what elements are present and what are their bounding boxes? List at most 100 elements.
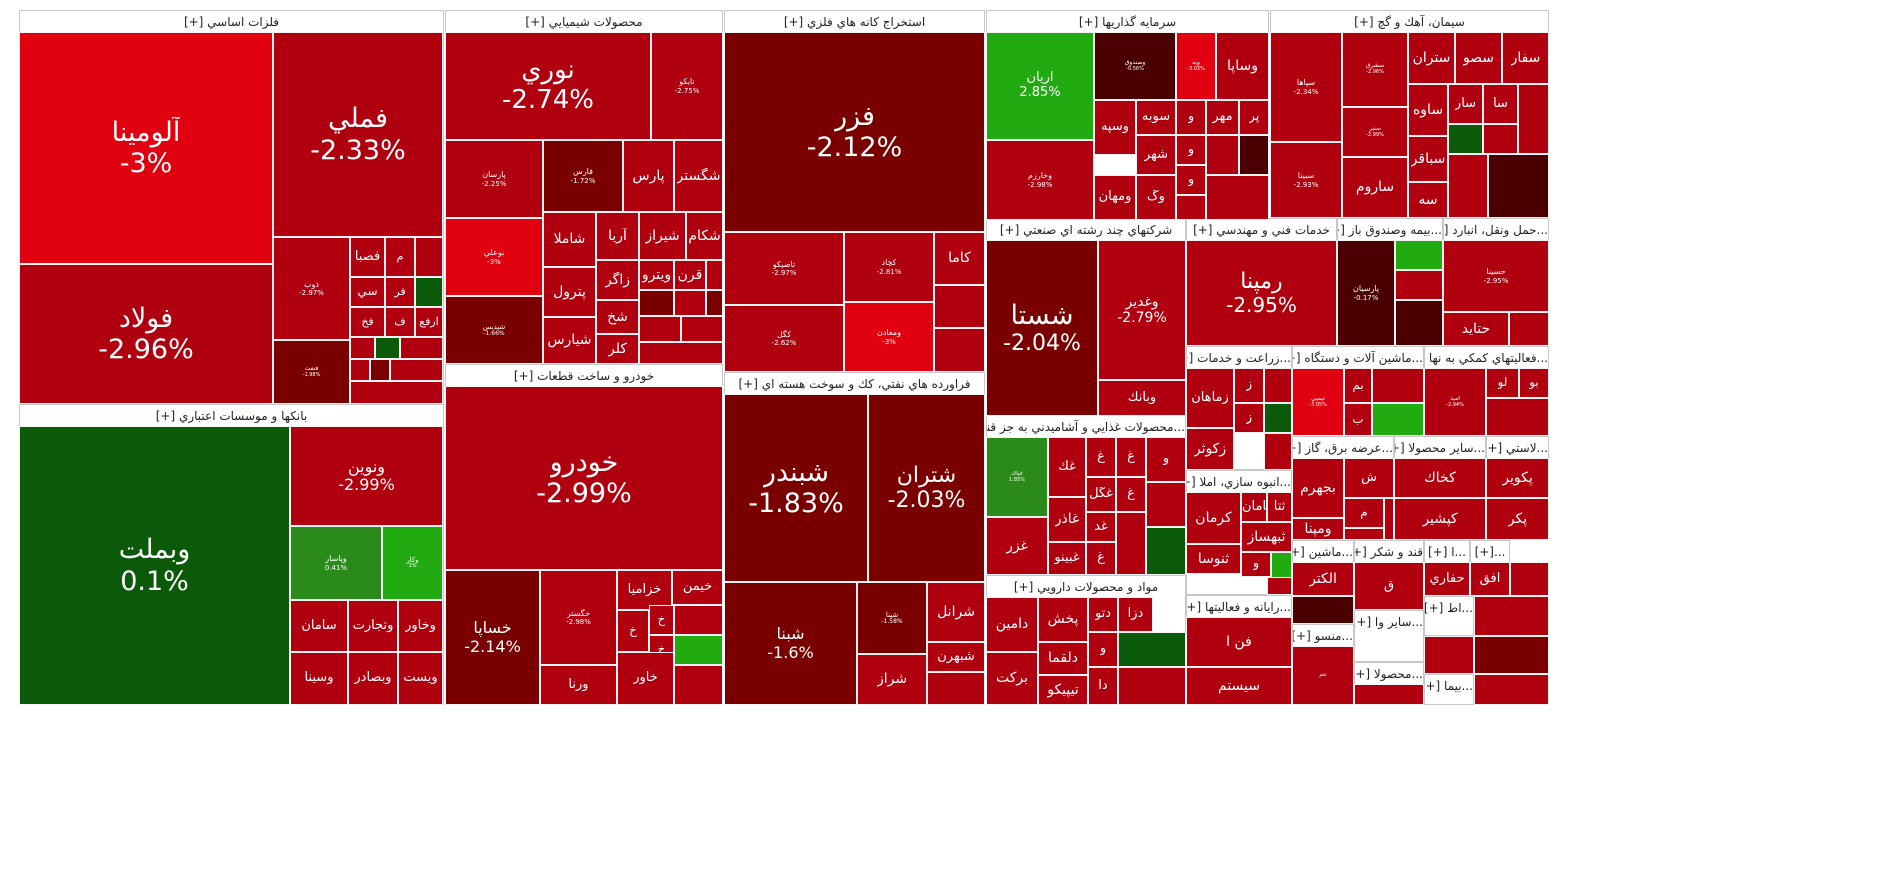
stock-tile[interactable]: پخش: [1038, 597, 1088, 642]
stock-tile[interactable]: قرن: [674, 260, 706, 290]
sector-header[interactable]: ...[+]: [1474, 545, 1506, 559]
stock-tile[interactable]: وسپه: [1094, 100, 1136, 155]
treemap-cell-unlabeled[interactable]: [1448, 124, 1483, 154]
treemap-cell-unlabeled[interactable]: [1344, 528, 1384, 540]
stock-tile[interactable]: خ: [617, 610, 649, 652]
stock-tile[interactable]: دامين: [986, 597, 1038, 652]
stock-tile[interactable]: بم: [1344, 368, 1372, 403]
stock-tile[interactable]: دلقما: [1038, 642, 1088, 675]
sector-header[interactable]: ...منسو [+]: [1293, 629, 1353, 643]
stock-tile[interactable]: فزر -2.12%: [724, 32, 985, 232]
stock-tile[interactable]: پر: [1239, 100, 1269, 135]
sector-header[interactable]: ...ساير وا [+]: [1355, 615, 1423, 629]
stock-tile[interactable]: آلومينا -3%: [19, 32, 273, 264]
stock-tile[interactable]: وخاور: [398, 600, 443, 652]
treemap-cell-unlabeled[interactable]: [400, 337, 443, 359]
stock-tile[interactable]: فنفت -1.98%: [273, 340, 350, 404]
stock-tile[interactable]: ذوب -2.97%: [273, 237, 350, 340]
treemap-cell-unlabeled[interactable]: [415, 277, 443, 307]
stock-tile[interactable]: شرانل: [927, 582, 985, 642]
stock-tile[interactable]: شيارس: [543, 317, 596, 364]
sector-header[interactable]: ...فعاليتهاي كمكي به نها [+]: [1425, 351, 1548, 365]
stock-tile[interactable]: لو: [1486, 368, 1519, 398]
treemap-cell-unlabeled[interactable]: [1292, 596, 1354, 624]
stock-tile[interactable]: حسينا -2.95%: [1443, 240, 1549, 312]
stock-tile[interactable]: كگل -2.62%: [724, 305, 844, 372]
stock-tile[interactable]: ساروم: [1342, 157, 1408, 218]
stock-tile[interactable]: ثتا: [1267, 492, 1292, 522]
stock-tile[interactable]: ومعادن -3%: [844, 302, 934, 372]
sector-header[interactable]: ...حمل ونقل، انبارد [+]: [1444, 223, 1548, 237]
stock-tile[interactable]: خيمن: [672, 570, 723, 605]
stock-tile[interactable]: پكوير: [1486, 458, 1549, 498]
treemap-cell-unlabeled[interactable]: [1239, 135, 1269, 175]
stock-tile[interactable]: وتجارت: [348, 600, 398, 652]
stock-tile[interactable]: دا: [1088, 667, 1118, 705]
stock-tile[interactable]: و: [1146, 437, 1186, 482]
treemap-cell-unlabeled[interactable]: [1146, 527, 1186, 575]
sector-header[interactable]: خدمات فني و مهندسي [+]: [1193, 223, 1330, 237]
treemap-cell-unlabeled[interactable]: [1486, 398, 1549, 436]
stock-tile[interactable]: شگستر: [674, 140, 723, 212]
stock-tile[interactable]: كلر: [596, 334, 639, 364]
treemap-cell-unlabeled[interactable]: [1118, 667, 1186, 705]
stock-tile[interactable]: و: [1176, 135, 1206, 165]
stock-tile[interactable]: وخارزم -2.98%: [986, 140, 1094, 220]
treemap-cell-unlabeled[interactable]: [927, 672, 985, 705]
stock-tile[interactable]: آريان 2.85%: [986, 32, 1094, 140]
stock-tile[interactable]: زكوثر: [1186, 428, 1234, 470]
stock-tile[interactable]: سنير -2.99%: [1342, 107, 1408, 157]
sector-header[interactable]: سرمايه گذاريها [+]: [1078, 15, 1177, 29]
stock-tile[interactable]: بركت: [986, 652, 1038, 705]
stock-tile[interactable]: سباقر: [1408, 136, 1448, 182]
stock-tile[interactable]: سپاها -2.34%: [1270, 32, 1342, 142]
treemap-cell-unlabeled[interactable]: [674, 290, 706, 316]
stock-tile[interactable]: ب: [1344, 403, 1372, 436]
stock-tile[interactable]: ومهان: [1094, 175, 1136, 220]
stock-tile[interactable]: نايكو -2.75%: [651, 32, 723, 140]
stock-tile[interactable]: پارسيان -0.17%: [1337, 240, 1395, 346]
sector-header[interactable]: سيمان، آهك و گچ [+]: [1354, 15, 1465, 29]
stock-tile[interactable]: سوبه: [1136, 100, 1176, 135]
stock-tile[interactable]: پارس: [623, 140, 674, 212]
stock-tile[interactable]: شتران -2.03%: [868, 394, 985, 582]
treemap-cell-unlabeled[interactable]: [1384, 498, 1394, 540]
sector-header[interactable]: ...لاستي [+]: [1487, 441, 1548, 455]
treemap-cell-unlabeled[interactable]: [1118, 632, 1186, 667]
treemap-cell-unlabeled[interactable]: [1372, 403, 1424, 436]
stock-tile[interactable]: سه: [1408, 182, 1448, 218]
stock-tile[interactable]: سامان: [290, 600, 348, 652]
treemap-cell-unlabeled[interactable]: [390, 359, 443, 381]
stock-tile[interactable]: وسينا: [290, 652, 348, 705]
stock-tile[interactable]: ثبهساز: [1241, 522, 1292, 552]
stock-tile[interactable]: شراز: [857, 654, 927, 705]
sector-header[interactable]: ...ماشين [+]: [1293, 545, 1353, 559]
stock-tile[interactable]: و: [1176, 100, 1206, 135]
sector-header[interactable]: ...بيما [+]: [1425, 679, 1473, 693]
stock-tile[interactable]: غ: [1086, 437, 1116, 477]
stock-tile[interactable]: وبانك: [1098, 380, 1186, 416]
treemap-cell-unlabeled[interactable]: [706, 290, 723, 316]
stock-tile[interactable]: فصبا: [350, 237, 385, 277]
stock-tile[interactable]: وبصادر: [348, 652, 398, 705]
stock-tile[interactable]: زاگر: [596, 260, 639, 300]
stock-tile[interactable]: ق: [1354, 562, 1424, 610]
stock-tile[interactable]: وصندوق -0.56%: [1094, 32, 1176, 100]
stock-tile[interactable]: وغدير -2.79%: [1098, 240, 1186, 380]
stock-tile[interactable]: خودرو -2.99%: [445, 386, 723, 570]
stock-tile[interactable]: وپاسار 0.41%: [290, 526, 382, 600]
treemap-cell-unlabeled[interactable]: [1116, 512, 1146, 575]
stock-tile[interactable]: م: [385, 237, 415, 277]
treemap-cell-unlabeled[interactable]: [1510, 562, 1549, 596]
stock-tile[interactable]: حتايد: [1443, 312, 1509, 346]
treemap-cell-unlabeled[interactable]: [1474, 674, 1549, 705]
stock-tile[interactable]: بجهرم: [1292, 458, 1344, 518]
stock-tile[interactable]: مهر: [1206, 100, 1239, 135]
sector-header[interactable]: ...محصولات غذايي و آشاميدني به جز قند [+…: [987, 420, 1185, 434]
stock-tile[interactable]: فن ا: [1186, 617, 1292, 667]
treemap-cell-unlabeled[interactable]: [1474, 596, 1549, 636]
treemap-cell-unlabeled[interactable]: [1206, 135, 1239, 175]
treemap-cell-unlabeled[interactable]: [375, 337, 400, 359]
stock-tile[interactable]: و: [1176, 165, 1206, 195]
stock-tile[interactable]: غك: [1048, 437, 1086, 497]
